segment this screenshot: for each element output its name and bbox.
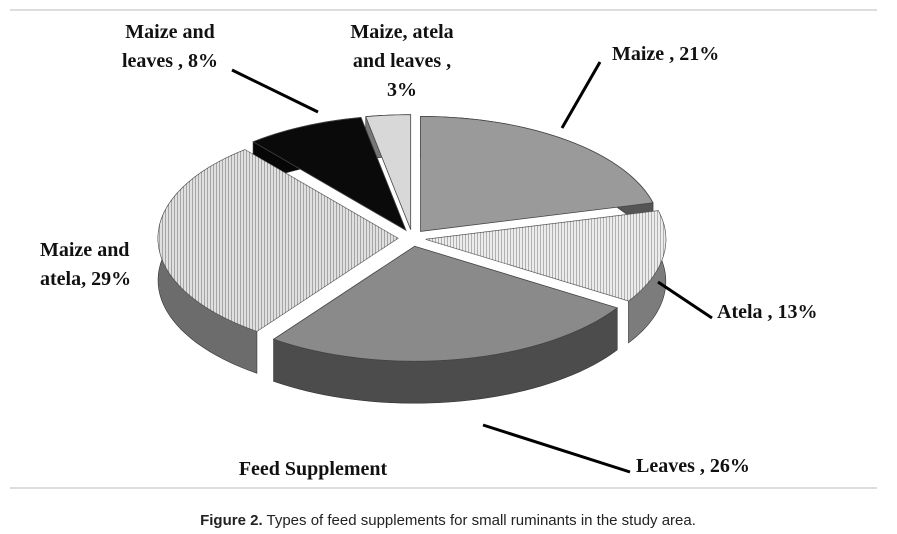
leader-line (560, 61, 602, 129)
data-label: and leaves , (353, 50, 451, 72)
leader-line (482, 423, 631, 474)
slice (272, 245, 619, 362)
data-label: Maize and (125, 21, 214, 43)
data-label: Maize and (40, 239, 129, 261)
data-label: atela, 29% (40, 268, 131, 290)
caption-text: Types of feed supplements for small rumi… (263, 512, 696, 529)
data-label: 3% (387, 79, 417, 101)
slice (420, 115, 654, 232)
caption: Figure 2. Types of feed supplements for … (200, 512, 696, 529)
data-label: Leaves , 26% (636, 455, 750, 477)
leader-line (231, 68, 319, 114)
slice (365, 114, 412, 230)
data-label: Maize , 21% (612, 43, 719, 65)
caption-label: Figure 2. (200, 512, 263, 529)
leader-line (657, 280, 713, 320)
chart-title: Feed Supplement (239, 458, 388, 480)
data-label: Atela , 13% (717, 301, 818, 323)
data-label: leaves , 8% (122, 50, 218, 72)
pie (157, 114, 667, 404)
data-label: Maize, atela (350, 21, 453, 43)
labels: Maize , 21% Atela , 13% Leaves , 26% Maize … (40, 21, 818, 477)
slice (252, 117, 407, 232)
